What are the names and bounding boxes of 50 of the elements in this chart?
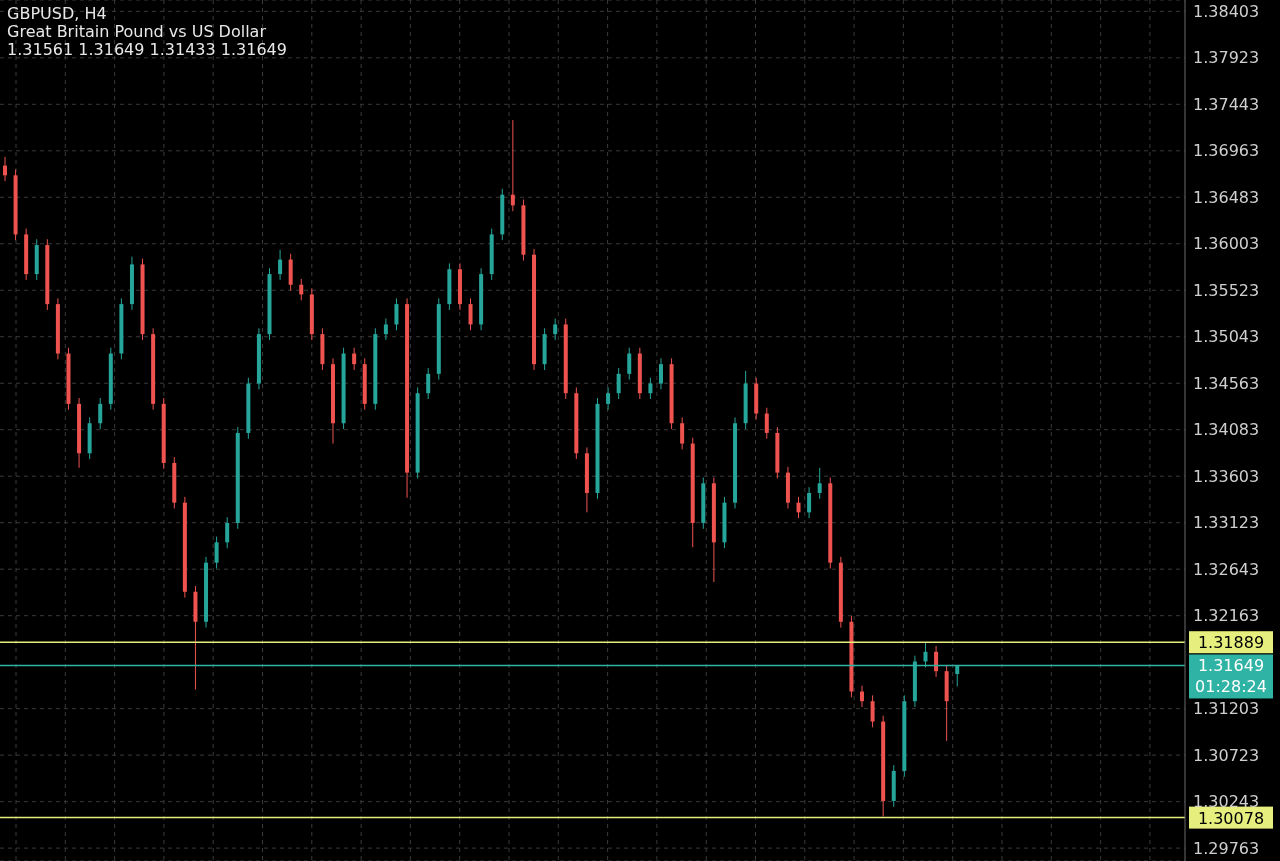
y-tick-label: 1.35043	[1193, 327, 1260, 347]
candlestick	[870, 694, 875, 728]
y-tick-label: 1.36483	[1193, 187, 1260, 207]
candlestick	[426, 367, 431, 400]
y-tick-label: 1.32643	[1193, 559, 1260, 579]
candlestick	[278, 249, 283, 281]
annotation: 1.31561 1.31649 1.31433 1.31649	[7, 40, 287, 59]
candlestick	[299, 278, 304, 301]
candlestick	[627, 347, 632, 381]
candlestick	[352, 347, 357, 371]
y-tick-label: 1.37443	[1193, 94, 1260, 114]
candlestick	[383, 318, 388, 341]
candlestick	[658, 357, 663, 390]
y-tick-label: 1.36963	[1193, 141, 1260, 161]
candlestick	[468, 297, 473, 331]
ref-line-label: 1.31889	[1197, 633, 1265, 653]
candlestick	[764, 407, 769, 440]
candlestick	[225, 516, 230, 549]
y-tick-label: 1.37923	[1193, 48, 1260, 68]
candlestick	[934, 645, 939, 678]
candlestick	[923, 642, 928, 668]
y-tick-label: 1.29763	[1193, 838, 1260, 858]
text: Great Britain Pound vs US Dollar	[7, 22, 267, 41]
y-tick-label: 1.31203	[1193, 699, 1260, 719]
candlestick	[3, 156, 7, 182]
chart-title: GBPUSD, H4	[7, 4, 108, 23]
candlestick	[510, 119, 515, 212]
candlestick	[606, 386, 611, 411]
y-tick-label: 1.34083	[1193, 420, 1260, 440]
y-tick-label: 1.32163	[1193, 606, 1260, 626]
candlestick	[553, 318, 558, 341]
candlestick	[817, 467, 822, 500]
y-tick-label: 1.30723	[1193, 745, 1260, 765]
y-tick-label: 1.34563	[1193, 373, 1260, 393]
candlestick	[680, 416, 685, 450]
candlestick	[214, 536, 219, 570]
y-tick-label: 1.33603	[1193, 466, 1260, 486]
y-tick-label: 1.36003	[1193, 234, 1260, 254]
candlestick	[860, 685, 865, 708]
y-tick-label: 1.35523	[1193, 280, 1260, 300]
text: 01:28:24	[1195, 677, 1267, 697]
ref-line-label: 1.31649	[1197, 656, 1265, 676]
candlestick	[807, 486, 812, 519]
candlestick	[648, 377, 653, 400]
y-tick-label: 1.33123	[1193, 513, 1260, 533]
candlestick	[796, 496, 801, 519]
y-tick-label: 1.38403	[1193, 2, 1260, 22]
candlestick	[616, 367, 621, 400]
candlestick	[98, 397, 103, 430]
candlestick	[394, 297, 399, 331]
